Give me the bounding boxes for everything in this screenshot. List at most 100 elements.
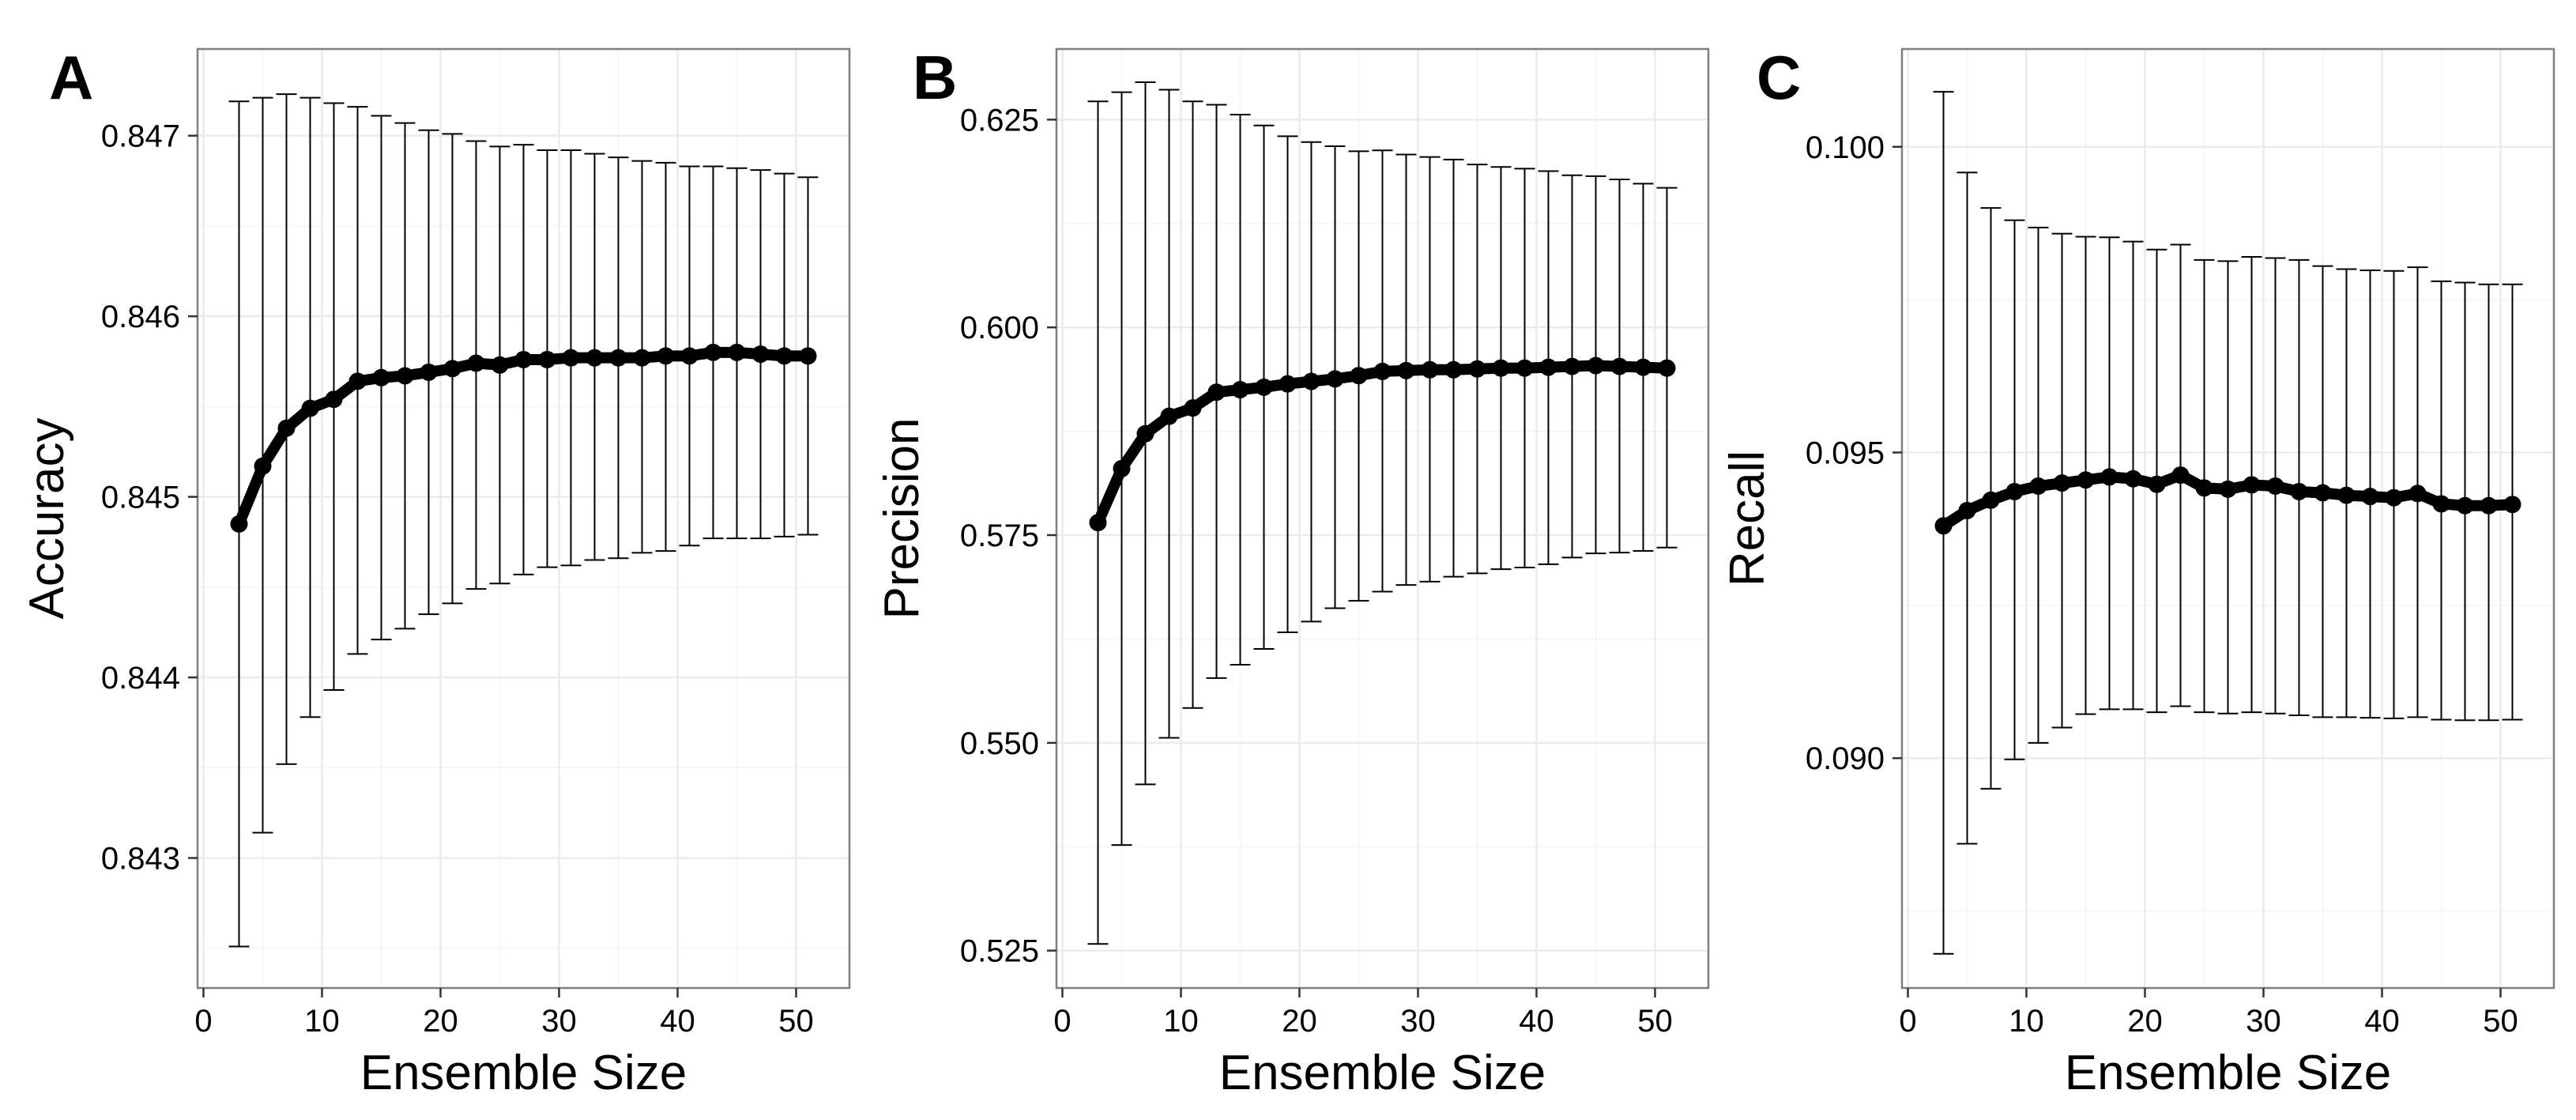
data-point: [348, 372, 367, 390]
data-point: [372, 368, 390, 387]
data-point: [1516, 359, 1534, 377]
data-point: [2385, 488, 2403, 507]
data-point: [775, 347, 793, 365]
data-point: [514, 350, 533, 368]
data-point: [1397, 361, 1415, 379]
x-tick-label: 30: [541, 1004, 577, 1039]
y-tick-label: 0.095: [1806, 436, 1885, 470]
data-point: [1468, 360, 1486, 378]
data-point: [2290, 482, 2308, 500]
data-point: [1610, 357, 1629, 375]
data-point: [562, 349, 580, 367]
data-point: [1113, 459, 1131, 477]
data-point: [2124, 469, 2142, 488]
data-point: [443, 360, 461, 378]
panel-border: [1055, 47, 1710, 990]
data-point: [2456, 496, 2474, 515]
data-point: [301, 399, 319, 417]
data-point: [1587, 356, 1605, 375]
data-point: [1207, 383, 1226, 402]
data-point: [2100, 468, 2118, 486]
panel-label: C: [1757, 43, 1801, 112]
data-point: [2195, 479, 2213, 497]
x-axis-title: Ensemble Size: [2065, 1046, 2392, 1100]
data-point: [1302, 372, 1320, 390]
data-point: [491, 356, 509, 374]
data-point: [1421, 360, 1439, 379]
x-tick-label: 50: [1637, 1004, 1673, 1039]
data-point: [2005, 482, 2024, 500]
x-tick-label: 40: [2364, 1004, 2400, 1039]
chart-panel-b: 0 10 20 30 40 50 0.525 0.550 0.575 0.600 0.625 Ense…: [875, 43, 1710, 1100]
data-point: [2243, 476, 2261, 494]
data-point: [325, 390, 343, 409]
data-point: [1539, 358, 1557, 376]
data-point: [1089, 514, 1107, 532]
x-tick-label: 30: [2246, 1004, 2281, 1039]
data-point: [1634, 358, 1652, 376]
data-point: [2219, 480, 2237, 498]
data-point: [1231, 381, 1249, 399]
data-point: [657, 347, 675, 365]
data-point: [1982, 491, 2000, 509]
panel-border: [196, 47, 851, 990]
data-point: [751, 345, 770, 364]
y-axis-title: Recall: [1720, 451, 1775, 586]
x-tick-label: 0: [194, 1004, 212, 1039]
y-tick-label: 0.525: [960, 934, 1039, 969]
data-point: [1373, 362, 1392, 380]
data-point: [230, 515, 248, 533]
data-point: [2432, 495, 2450, 513]
y-tick-label: 0.575: [960, 519, 1039, 553]
data-point: [2314, 484, 2332, 502]
data-point: [680, 347, 699, 365]
data-point: [2503, 496, 2521, 514]
data-point: [1563, 357, 1581, 375]
data-point: [2266, 477, 2284, 496]
x-tick-label: 40: [660, 1004, 695, 1039]
x-axis-title: Ensemble Size: [360, 1046, 687, 1100]
data-point: [538, 350, 556, 368]
panel-label: A: [49, 43, 93, 112]
data-point: [728, 343, 746, 361]
data-point: [799, 347, 817, 365]
data-point: [1350, 367, 1368, 385]
y-tick-label: 0.844: [101, 661, 180, 696]
y-tick-label: 0.625: [960, 103, 1039, 138]
data-point: [2148, 475, 2166, 493]
y-tick-label: 0.845: [101, 481, 180, 515]
y-tick-label: 0.550: [960, 726, 1039, 761]
data-point: [2029, 477, 2047, 496]
chart-panel-c: 0 10 20 30 40 50 0.090 0.095 0.100 Ensemble Size R…: [1720, 43, 2555, 1100]
data-point: [2171, 466, 2190, 485]
data-point: [1326, 370, 1344, 388]
data-point: [420, 363, 438, 381]
data-point: [586, 349, 604, 367]
data-point: [396, 367, 414, 385]
y-tick-label: 0.090: [1806, 741, 1885, 776]
y-axis-title: Accuracy: [20, 418, 74, 620]
x-tick-label: 50: [778, 1004, 814, 1039]
y-tick-label: 0.846: [101, 300, 180, 334]
x-tick-label: 10: [304, 1004, 340, 1039]
y-axis-title: Precision: [875, 418, 929, 620]
panel-border: [1900, 47, 2555, 990]
data-point: [609, 349, 627, 367]
x-tick-label: 20: [423, 1004, 458, 1039]
data-point: [1444, 360, 1463, 379]
x-tick-label: 40: [1519, 1004, 1554, 1039]
data-point: [2077, 471, 2095, 489]
x-tick-label: 20: [2127, 1004, 2163, 1039]
y-tick-label: 0.600: [960, 311, 1039, 345]
data-point: [467, 354, 485, 372]
x-tick-label: 30: [1400, 1004, 1436, 1039]
x-axis-title: Ensemble Size: [1219, 1046, 1546, 1100]
data-point: [1184, 399, 1202, 417]
data-point: [1492, 359, 1510, 377]
data-point: [704, 343, 722, 361]
x-tick-label: 0: [1899, 1004, 1916, 1039]
x-tick-label: 20: [1282, 1004, 1317, 1039]
x-tick-label: 10: [1163, 1004, 1199, 1039]
x-tick-label: 10: [2009, 1004, 2044, 1039]
